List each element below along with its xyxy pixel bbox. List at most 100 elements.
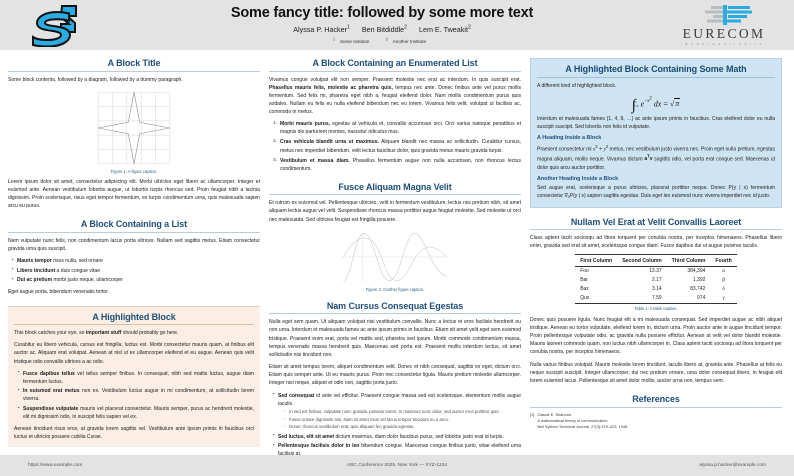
list-item: Sed consequat id ante vel efficitur. Pra… bbox=[273, 391, 521, 432]
poster-footer: https://www.example.com ABC Conference 2… bbox=[0, 455, 794, 476]
list-item: Suspendisse vulputate mauris vel placera… bbox=[18, 404, 254, 421]
table-cell: α bbox=[722, 268, 725, 274]
s3-group-logo-icon bbox=[32, 5, 77, 47]
two-sine-curves-plot-icon bbox=[342, 231, 448, 282]
footer-conference: ABC Conference 2025, New York — XYZ-1234 bbox=[347, 463, 447, 468]
institute-2: 2 Another Institute bbox=[385, 37, 427, 44]
figure-1: Figure 1: A figure caption. bbox=[8, 89, 260, 174]
left-column: A Block Title Some block contents, follo… bbox=[8, 58, 260, 455]
sub-body-2: Sed augue erat, scelerisque a purus ultr… bbox=[537, 185, 775, 200]
left-logo bbox=[0, 3, 110, 47]
list-item: Vestibulum et massa diam. Phasellus ferm… bbox=[273, 157, 522, 172]
sub-list-item: In sed est finibus, vulputate nunc gravi… bbox=[284, 409, 521, 416]
table-cell: 83,742 bbox=[690, 286, 706, 293]
bullet-list: Fusce dapibus tellus vel tellus semper f… bbox=[14, 369, 254, 421]
table-cell: 974 bbox=[666, 293, 711, 304]
block-a-block-title: A Block Title Some block contents, follo… bbox=[8, 58, 260, 210]
reference-body: Claude E. Shannon. A mathematical theory… bbox=[537, 412, 628, 430]
table-row: Baz 3.14 83,742 δ bbox=[575, 285, 737, 294]
table-header-row: First Column Second Column Third Column … bbox=[575, 254, 737, 267]
footer-email[interactable]: alyssa.p.hacker@example.com bbox=[699, 463, 766, 468]
author-list: Alyssa P. Hacker1 Ben Bitdiddle2 Lem E. … bbox=[110, 25, 654, 35]
eurecom-tagline: S o p h i a A n t i p o l i s bbox=[685, 41, 763, 46]
author-2: Ben Bitdiddle2 bbox=[361, 24, 407, 35]
list-item: Dui ac pretium morbi justo neque, ullamc… bbox=[12, 276, 260, 284]
sub-heading-2: Another Heading Inside a Block bbox=[537, 175, 619, 182]
block-title: Fusce Aliquam Magna Velit bbox=[269, 182, 521, 196]
numbered-list: Morbi mauris purus, egestas at vehicula … bbox=[269, 120, 521, 172]
list-item: In euismod erat metus non ex. Vestibulum… bbox=[18, 387, 254, 403]
list-item: Morbi mauris purus, egestas at vehicula … bbox=[273, 120, 521, 136]
block-intro: Et rutrum ex euismod vel. Pellentesque u… bbox=[269, 200, 521, 223]
list-item: Cras vehicula blandit urna ut maximus. A… bbox=[273, 138, 521, 154]
block-intro: Some block contents, followed by a diagr… bbox=[8, 76, 183, 83]
list-item: Mauris tempor risus nulla, sed ornare bbox=[12, 257, 260, 265]
gaussian-integral-formula: ∫∞ −∞ e−x2 dx = √π bbox=[631, 96, 681, 113]
middle-column: A Block Containing an Enumerated List Vi… bbox=[269, 58, 521, 457]
block-paragraph: Lorem ipsum dolor sit amet, consectetur … bbox=[8, 178, 260, 210]
header-center: Some fancy title: followed by some more … bbox=[110, 5, 654, 44]
list-item: Pellentesque facilisis dolor in leo bibe… bbox=[273, 442, 521, 458]
table-header-cell: First Column bbox=[575, 254, 618, 267]
table-cell: δ bbox=[722, 286, 725, 292]
poster-columns: A Block Title Some block contents, follo… bbox=[0, 50, 794, 457]
reference-author: Claude E. Shannon. bbox=[537, 411, 573, 417]
block-title: A Block Containing a List bbox=[8, 219, 260, 233]
table-cell: γ bbox=[710, 293, 737, 304]
block-highlighted-math: A Highlighted Block Containing Some Math… bbox=[530, 58, 782, 208]
sub-list-item: Donec rhoncus vestibulum erat, quis aliq… bbox=[284, 424, 521, 431]
table-row: Foo 13.37 384,394 α bbox=[575, 266, 737, 276]
sub-heading-1: A Heading Inside a Block bbox=[537, 135, 602, 142]
table-cell: β bbox=[722, 277, 725, 283]
block-outro: Eget augue porta, bibendum venenatis tor… bbox=[8, 289, 110, 296]
reference-venue: Bell System Technical Journal, 27(3):379… bbox=[537, 423, 629, 429]
table-cell: Bar bbox=[580, 277, 588, 284]
block-fusce-aliquam-magna-velit: Fusce Aliquam Magna Velit Et rutrum ex e… bbox=[269, 182, 521, 292]
block-after-formula: Interdum et malesuada fames {1, 4, 9, …}… bbox=[537, 115, 775, 131]
block-paragraph-1: Nulla eget sem quam. Ut aliquam volutpat… bbox=[269, 319, 521, 358]
list-item: Sed luctus, elit sit amet dictum maximus… bbox=[273, 432, 521, 441]
table-row: Bar 2.17 1,392 β bbox=[575, 276, 737, 285]
block-intro: Nam vulputate nunc felis, non condimentu… bbox=[8, 237, 260, 253]
table-cell: Foo bbox=[580, 268, 589, 275]
figure-caption: Figure 1: A figure caption. bbox=[110, 168, 158, 174]
reference-item: [1] Claude E. Shannon. A mathematical th… bbox=[530, 412, 782, 430]
reference-title: A mathematical theory of communication. bbox=[537, 417, 609, 423]
block-intro: A different kind of highlighted block. bbox=[537, 82, 617, 89]
table-caption: Table 1: A table caption. bbox=[634, 305, 678, 311]
table-header-cell: Second Column bbox=[617, 254, 667, 267]
block-intro: Vivamus congue volutpat elit non semper.… bbox=[269, 76, 522, 116]
bullet-list: Sed consequat id ante vel efficitur. Pra… bbox=[269, 391, 521, 459]
page-title: Some fancy title: followed by some more … bbox=[230, 5, 534, 21]
table-cell: 2.17 bbox=[651, 277, 662, 284]
results-table: First Column Second Column Third Column … bbox=[575, 254, 737, 304]
eurecom-bars-icon bbox=[705, 4, 752, 25]
list-item: Fusce dapibus tellus vel tellus semper f… bbox=[18, 369, 254, 386]
footer-url[interactable]: https://www.example.com bbox=[28, 463, 83, 468]
block-references: References [1] Claude E. Shannon. A math… bbox=[530, 394, 782, 430]
block-paragraph-2: Etiam sit amet tempus lorem, aliquet con… bbox=[269, 364, 521, 387]
table-cell: 13.37 bbox=[649, 268, 662, 275]
table-header-cell: Fourth bbox=[710, 254, 737, 267]
figure-2: Figure 2: Another figure caption. bbox=[269, 229, 521, 292]
right-logo: EURECOM S o p h i a A n t i p o l i s bbox=[654, 4, 794, 46]
reference-number: [1] bbox=[530, 411, 535, 417]
table-cell: 1,392 bbox=[692, 277, 706, 284]
block-title: Nam Cursus Consequat Egestas bbox=[269, 301, 521, 315]
author-3: Lem E. Tweakit2 bbox=[418, 24, 471, 35]
block-title: A Block Containing an Enumerated List bbox=[269, 58, 521, 72]
figure-caption: Figure 2: Another figure caption. bbox=[365, 286, 425, 292]
block-nullam-vel-erat: Nullam Vel Erat at Velit Convallis Laore… bbox=[530, 217, 782, 386]
sub-list-item: Fusce ornare dignissim nisi. Nam sit ame… bbox=[284, 417, 521, 424]
poster-header: Some fancy title: followed by some more … bbox=[0, 0, 794, 50]
block-title: References bbox=[530, 394, 782, 408]
block-paragraph-2: Nulla varius finibus volutpat. Mauris mo… bbox=[530, 361, 782, 384]
table-cell: 384,394 bbox=[687, 268, 706, 275]
block-a-block-containing-a-list: A Block Containing a List Nam vulputate … bbox=[8, 219, 260, 296]
table-cell: Baz bbox=[580, 286, 589, 293]
block-a-highlighted-block: A Highlighted Block This block catches y… bbox=[8, 305, 260, 448]
block-nam-cursus-consequat-egestas: Nam Cursus Consequat Egestas Nulla eget … bbox=[269, 301, 521, 459]
block-enumerated-list: A Block Containing an Enumerated List Vi… bbox=[269, 58, 521, 173]
table-cell: 7.59 bbox=[617, 293, 667, 304]
